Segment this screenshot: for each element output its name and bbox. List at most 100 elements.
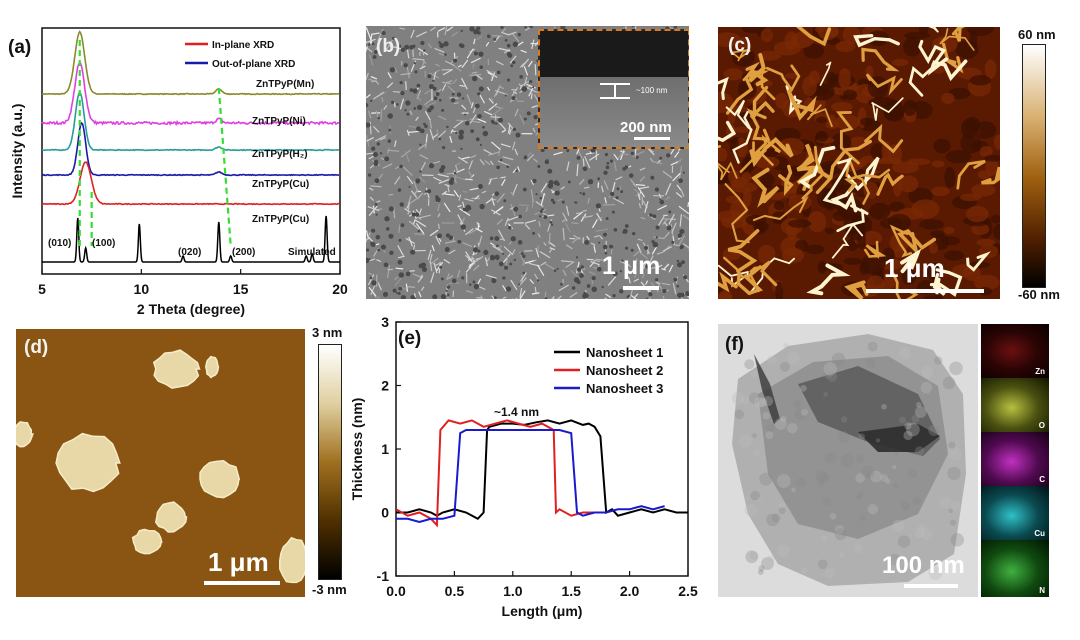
sem-pore (678, 178, 683, 183)
sem-pore (509, 263, 512, 266)
sem-flake (438, 213, 440, 217)
sem-flake (419, 292, 421, 297)
sem-flake (673, 283, 676, 294)
sem-flake (458, 205, 462, 206)
sem-pore (371, 229, 375, 233)
sem-flake (369, 156, 374, 159)
sem-flake (567, 162, 569, 171)
afm-grain (966, 206, 989, 222)
sem-flake (541, 193, 544, 205)
sem-flake (663, 171, 672, 178)
sem-pore (478, 51, 483, 56)
sem-pore (554, 190, 559, 195)
sem-pore (377, 142, 380, 145)
sem-pore (388, 234, 393, 239)
panel-label-c: (c) (728, 35, 751, 57)
sem-flake (677, 185, 681, 190)
sem-flake (502, 28, 506, 32)
sem-pore (373, 152, 378, 157)
profile-ytick-label: 0 (381, 505, 389, 521)
sem-flake (369, 287, 376, 296)
sem-pore (423, 49, 425, 51)
sem-flake (566, 245, 572, 249)
tem-speckle (939, 497, 951, 509)
tem-scale-label: 100 nm (882, 552, 965, 580)
sem-pore (469, 207, 472, 210)
sem-flake (414, 220, 416, 224)
tem-speckle (777, 474, 791, 488)
panel-label-e: (e) (398, 328, 421, 350)
sem-flake (454, 66, 461, 71)
sem-pore (603, 171, 607, 175)
afm-grain (860, 261, 870, 275)
sem-pore (497, 71, 501, 75)
sem-flake (368, 237, 372, 242)
sem-flake (430, 230, 438, 236)
sem-pore (532, 179, 536, 183)
sem-pore (580, 265, 583, 268)
sem-flake (640, 168, 645, 170)
sem-pore (676, 285, 679, 288)
sem-pore (679, 229, 684, 234)
sem-pore (410, 249, 415, 254)
sem-pore (445, 247, 450, 252)
sem-flake (388, 265, 390, 278)
sem-flake (460, 85, 465, 86)
tem-speckle (777, 544, 789, 556)
tem-speckle (763, 396, 773, 406)
profile-xtick-label: 0.0 (386, 583, 406, 599)
sem-pore (469, 284, 471, 286)
sem-pore (393, 289, 397, 293)
tem-speckle (901, 501, 910, 510)
sem-pore (447, 285, 450, 288)
sem-flake (486, 199, 491, 203)
sem-flake (389, 194, 394, 195)
sem-pore (420, 41, 424, 45)
sem-flake (496, 61, 503, 65)
sem-flake (370, 122, 371, 134)
sem-flake (658, 216, 664, 227)
sem-pore (659, 157, 662, 160)
tem-speckle (921, 366, 933, 378)
sem-pore (522, 86, 528, 92)
sem-pore (598, 242, 600, 244)
profile-xtick-label: 0.5 (445, 583, 465, 599)
sem-pore (492, 121, 495, 124)
sem-flake (430, 120, 431, 128)
panel-label-f: (f) (725, 334, 744, 356)
sem-pore (418, 230, 421, 233)
sem-pore (518, 284, 520, 286)
sem-pore (443, 41, 448, 46)
sem-pore (432, 294, 437, 299)
afm-d-scale-bar (204, 581, 280, 585)
sem-pore (372, 42, 375, 45)
sem-flake (576, 213, 581, 214)
sem-flake (638, 239, 643, 240)
tem-speckle (904, 422, 911, 429)
sem-flake (665, 232, 670, 238)
sem-flake (410, 111, 412, 115)
sem-flake (646, 281, 648, 285)
sem-pore (495, 122, 497, 124)
sem-flake (430, 27, 435, 31)
sem-pore (606, 162, 609, 165)
panel-label-a: (a) (8, 37, 31, 59)
sem-pore (478, 184, 483, 189)
sem-flake (588, 198, 589, 203)
nanosheet (156, 502, 187, 532)
sem-flake (470, 188, 479, 190)
sem-pore (409, 186, 411, 188)
sem-flake (503, 297, 507, 299)
xrd-trace-label: ZnTPyP(Cu) (252, 214, 309, 225)
tem-speckle (825, 452, 836, 463)
sem-flake (462, 60, 468, 68)
sem-flake (420, 155, 428, 159)
sem-pore (518, 215, 521, 218)
tem-speckle (741, 395, 750, 404)
profile-xtick-label: 2.0 (620, 583, 640, 599)
tem-speckle (881, 404, 887, 410)
sem-pore (656, 225, 660, 229)
nanosheet (280, 538, 305, 583)
sem-pore (572, 286, 575, 289)
sem-flake (681, 190, 684, 197)
